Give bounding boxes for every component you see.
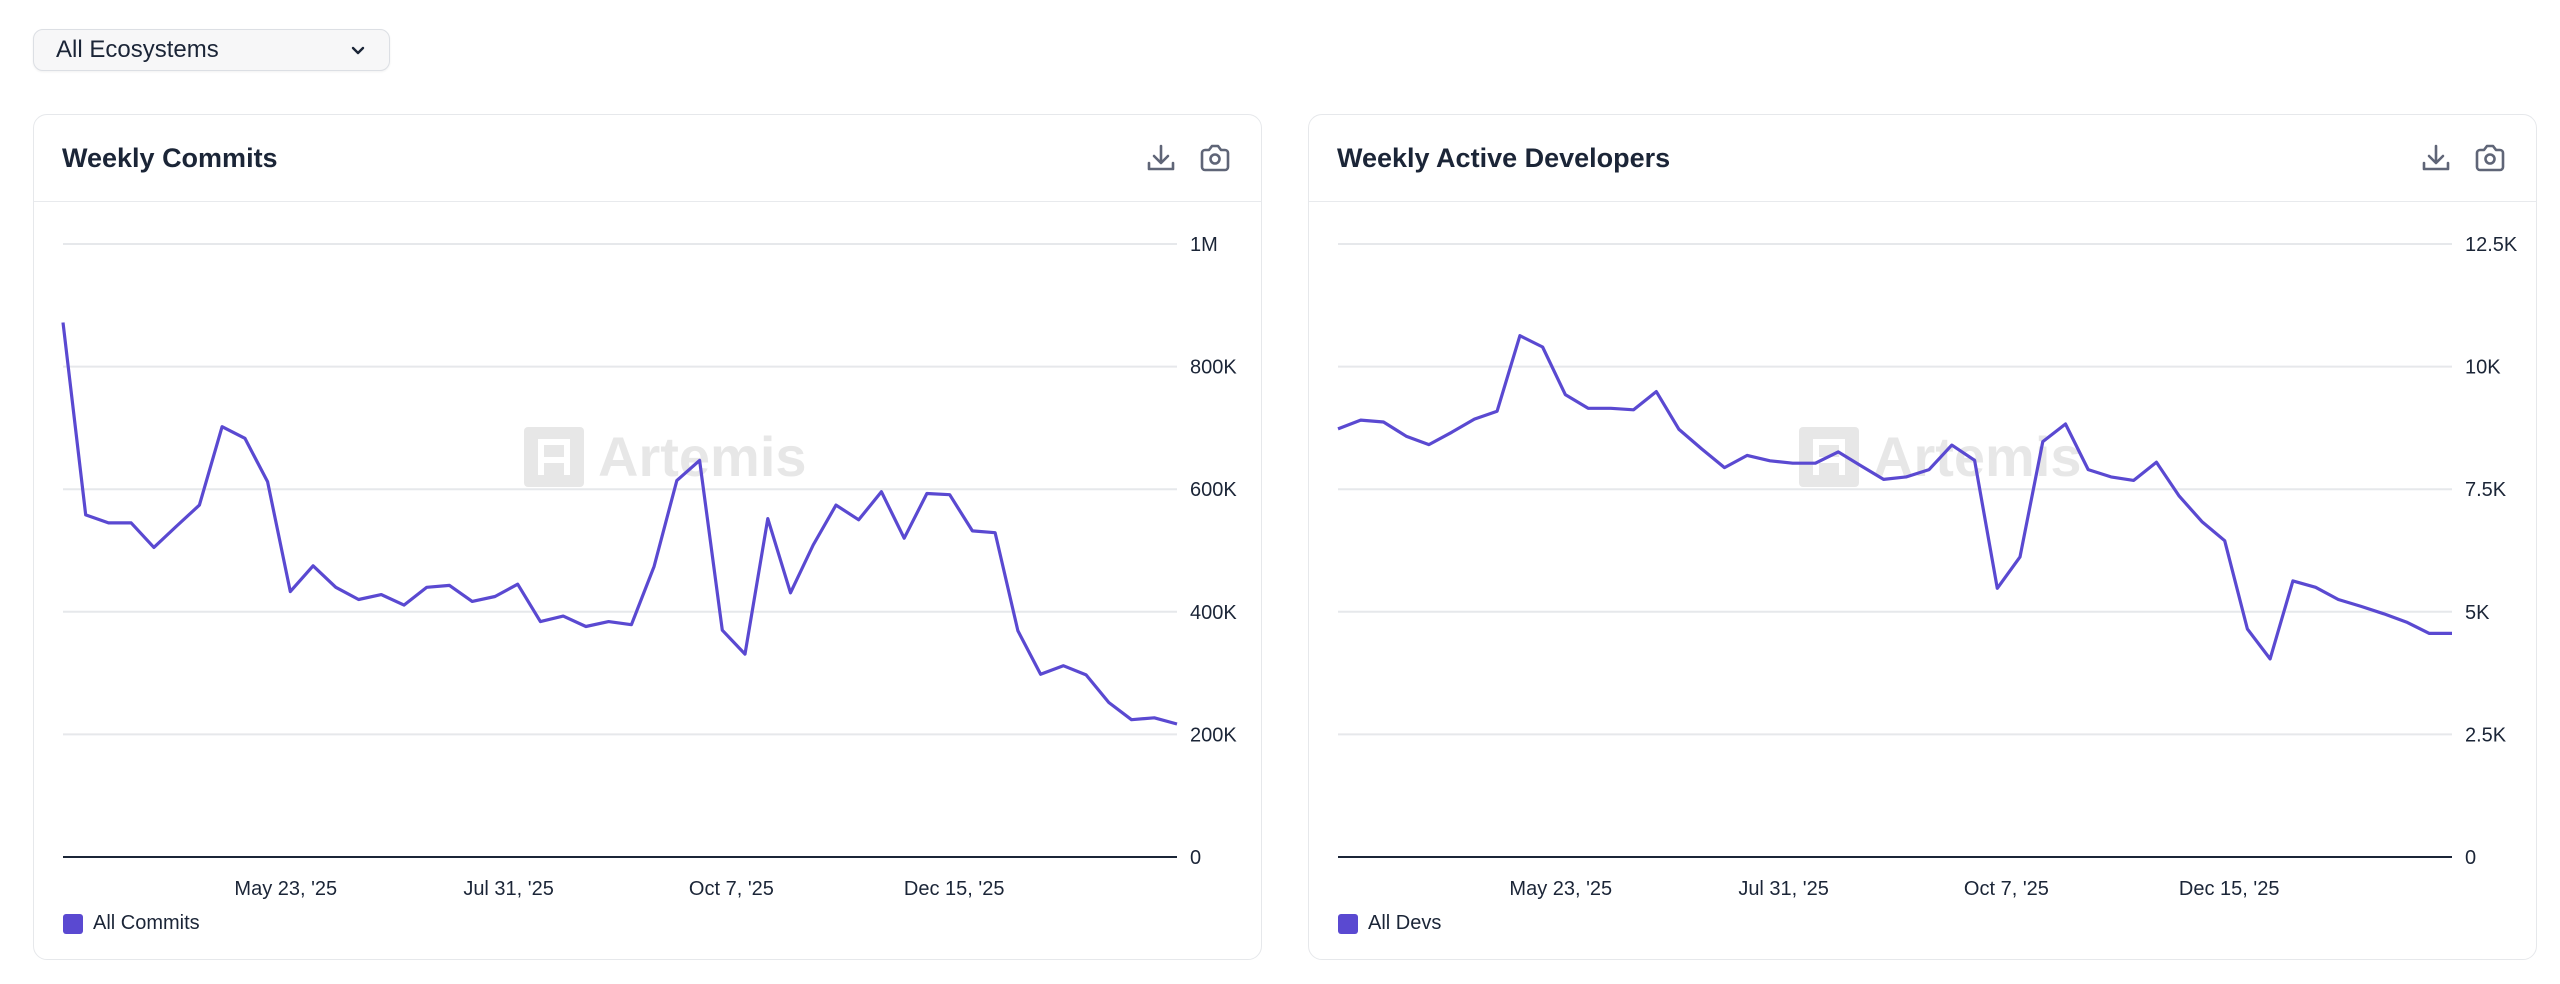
download-button[interactable] [1143,140,1179,176]
legend-item[interactable]: All Devs [1338,912,1441,935]
x-tick-label: Dec 15, '25 [904,878,1005,900]
chart-title: Weekly Active Developers [1337,142,1671,173]
x-tick-label: May 23, '25 [1509,878,1612,900]
chart-plot: 0 200K 400K 600K 800K 1M May 23, '25 Jul 31, '2… [61,234,1237,900]
x-tick-label: May 23, '25 [234,878,337,900]
artemis-logo-icon [524,426,584,487]
legend-label: All Commits [93,912,200,934]
y-tick-label: 0 [1190,847,1201,869]
artemis-logo-icon [1799,426,1859,487]
chart-title: Weekly Commits [62,142,278,173]
x-tick-label: Jul 31, '25 [1738,878,1829,900]
watermark-text: Artemis [1873,425,2082,488]
y-tick-label: 12.5K [2465,234,2518,256]
artemis-watermark: Artemis [1799,424,2082,489]
camera-icon [1200,144,1230,172]
card-header: Weekly Active Developers [1309,115,2536,202]
x-tick-label: Oct 7, '25 [1964,878,2049,900]
legend-swatch [63,913,83,934]
x-tick-label: Jul 31, '25 [463,878,554,900]
screenshot-button[interactable] [2472,140,2508,176]
download-button[interactable] [2418,140,2454,176]
ecosystem-select[interactable]: All Ecosystems [33,29,390,71]
chevron-down-icon [351,46,365,55]
camera-icon [2475,144,2505,172]
y-tick-label: 7.5K [2465,479,2507,501]
chart-plot: 0 2.5K 5K 7.5K 10K 12.5K May 23, '25 Jul 31, '2… [1337,234,2518,900]
weekly-commits-card: Weekly Commits Artemis 0 200K 400K 600K 800K… [33,114,1262,960]
x-tick-label: Dec 15, '25 [2179,878,2280,900]
x-tick-label: Oct 7, '25 [689,878,774,900]
card-header: Weekly Commits [34,115,1261,202]
series-line [61,322,1178,726]
y-tick-label: 400K [1190,602,1237,624]
series-line [1337,334,2452,661]
legend-swatch [1338,913,1358,934]
download-icon [2422,144,2450,171]
watermark-text: Artemis [598,425,807,488]
y-tick-label: 600K [1190,479,1237,501]
screenshot-button[interactable] [1197,140,1233,176]
y-tick-label: 0 [2465,847,2476,869]
y-tick-label: 800K [1190,357,1237,379]
y-tick-label: 2.5K [2465,724,2507,746]
legend-item[interactable]: All Commits [63,912,200,935]
y-tick-label: 5K [2465,602,2490,624]
legend-label: All Devs [1368,912,1442,934]
download-icon [1147,144,1175,171]
y-tick-label: 10K [2465,357,2501,379]
artemis-watermark: Artemis [524,424,807,489]
y-tick-label: 1M [1190,234,1218,256]
weekly-active-developers-card: Weekly Active Developers Artemis 0 2.5K 5K… [1308,114,2537,960]
y-tick-label: 200K [1190,724,1237,746]
ecosystem-select-value: All Ecosystems [56,36,219,63]
